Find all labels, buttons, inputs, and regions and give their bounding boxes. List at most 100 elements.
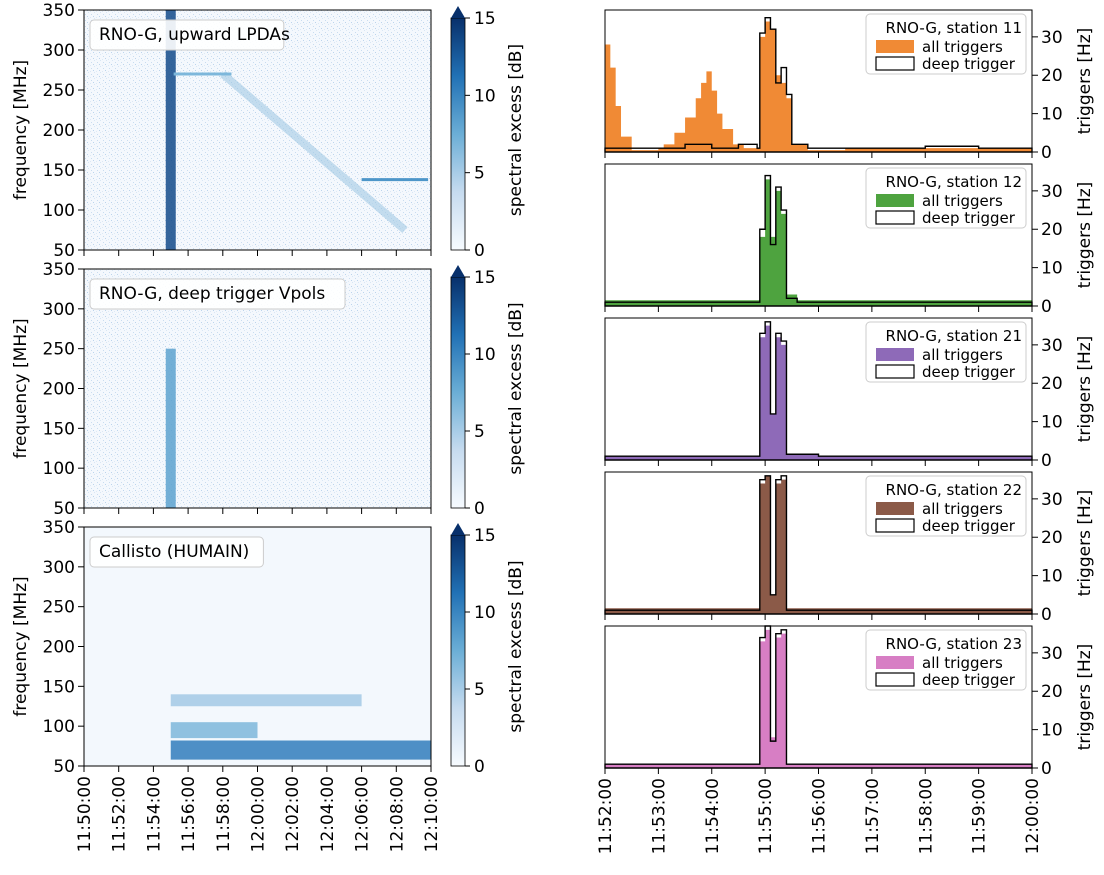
legend-swatch-all-triggers	[876, 40, 914, 53]
y-tick-label: 50	[53, 241, 75, 261]
legend-swatch-all-triggers	[876, 656, 914, 669]
y-tick-label: 300	[43, 558, 75, 578]
colorbar-tick-label: 15	[474, 268, 496, 288]
legend-swatch-deep-trigger	[875, 56, 915, 71]
legend-title: RNO-G, station 12	[886, 173, 1022, 191]
y-tick-label: 50	[53, 499, 75, 519]
colorbar-tick-label: 0	[474, 241, 485, 261]
colorbar-label: spectral excess [dB]	[506, 560, 526, 732]
trigger-panel-station: 0 10 20 30 triggers [Hz] RNO-G, station 21all…	[604, 317, 1095, 471]
x-tick-label: 11:50:00	[75, 776, 95, 852]
heatmap-legend-label: Callisto (HUMAIN)	[99, 542, 249, 562]
deep-trigger-histogram	[604, 16, 1033, 153]
colorbar-extend-arrow	[451, 523, 465, 535]
colorbar-extend-arrow	[451, 265, 465, 277]
trigger-ylabel: triggers [Hz]	[1075, 28, 1095, 135]
legend-label-deep-trigger: deep trigger	[922, 55, 1016, 73]
colorbar-tick-label: 5	[474, 680, 485, 700]
burst-feature	[165, 10, 176, 250]
y-tick-label: 250	[43, 598, 75, 618]
colorbar-tick-label: 15	[474, 526, 496, 546]
y-tick-label: 30	[1041, 490, 1063, 510]
colorbar-tick-label: 15	[474, 9, 496, 29]
y-tick-label: 20	[1041, 66, 1063, 86]
y-tick-label: 30	[1041, 28, 1063, 48]
y-tick-label: 10	[1041, 413, 1063, 433]
y-tick-label: 350	[43, 260, 75, 280]
trigger-panel-station: 0 10 20 30 triggers [Hz] RNO-G, station 11all…	[604, 9, 1095, 163]
y-tick-label: 300	[43, 300, 75, 320]
heatmap-ylabel: frequency [MHz]	[11, 318, 31, 458]
y-tick-label: 30	[1041, 644, 1063, 664]
y-tick-label: 0	[1041, 605, 1052, 625]
y-tick-label: 100	[43, 459, 75, 479]
y-tick-label: 10	[1041, 105, 1063, 125]
y-tick-label: 200	[43, 380, 75, 400]
y-tick-label: 200	[43, 121, 75, 141]
y-tick-label: 0	[1041, 143, 1052, 163]
legend-swatch-all-triggers	[876, 348, 914, 361]
trigger-ylabel: triggers [Hz]	[1075, 336, 1095, 443]
colorbar-tick-label: 0	[474, 499, 485, 519]
colorbar-tick-label: 5	[474, 422, 485, 442]
trigger-ylabel: triggers [Hz]	[1075, 490, 1095, 597]
heatmap-ylabel: frequency [MHz]	[11, 60, 31, 200]
band-feature	[170, 722, 258, 739]
colorbar-label: spectral excess [dB]	[506, 302, 526, 474]
x-tick-label: 11:56:00	[179, 776, 199, 852]
band-feature	[170, 694, 362, 707]
x-tick-label: 11:52:00	[110, 776, 130, 852]
legend-label-all-triggers: all triggers	[922, 38, 1003, 56]
x-tick-label: 12:02:00	[283, 776, 303, 852]
colorbar-tick-label: 5	[474, 164, 485, 184]
y-tick-label: 0	[1041, 451, 1052, 471]
legend-title: RNO-G, station 11	[886, 19, 1022, 37]
y-tick-label: 10	[1041, 259, 1063, 279]
all-triggers-histogram	[605, 21, 1032, 152]
x-tick-label: 12:06:00	[353, 776, 373, 852]
deep-trigger-histogram	[604, 475, 1033, 615]
heatmap-legend-label: RNO-G, deep trigger Vpols	[99, 284, 325, 304]
y-tick-label: 0	[1041, 297, 1052, 317]
colorbar	[450, 534, 466, 767]
legend-label-all-triggers: all triggers	[922, 500, 1003, 518]
legend-label-deep-trigger: deep trigger	[922, 363, 1016, 381]
legend-title: RNO-G, station 21	[886, 327, 1022, 345]
legend-label-deep-trigger: deep trigger	[922, 517, 1016, 535]
colorbar-tick-label: 10	[474, 86, 496, 106]
band-feature	[170, 740, 431, 760]
legend-swatch-all-triggers	[876, 502, 914, 515]
deep-trigger-histogram	[604, 321, 1033, 461]
legend-swatch-deep-trigger	[875, 518, 915, 533]
y-tick-label: 100	[43, 201, 75, 221]
colorbar-extend-arrow	[451, 6, 465, 18]
heatmap-legend-label: RNO-G, upward LPDAs	[99, 25, 290, 45]
deep-trigger-histogram	[604, 174, 1033, 307]
legend-title: RNO-G, station 23	[886, 635, 1022, 653]
trigger-panel-station: 0 10 20 30 triggers [Hz] 11:52:00 11:53:00 11:5…	[596, 625, 1095, 854]
y-tick-label: 30	[1041, 336, 1063, 356]
y-tick-label: 150	[43, 161, 75, 181]
x-tick-label: 11:57:00	[863, 778, 883, 854]
y-tick-label: 30	[1041, 182, 1063, 202]
colorbar-tick-label: 0	[474, 757, 485, 777]
heatmap-ylabel: frequency [MHz]	[11, 576, 31, 716]
y-tick-label: 20	[1041, 528, 1063, 548]
x-tick-label: 12:00:00	[1023, 778, 1043, 854]
legend-swatch-deep-trigger	[875, 672, 915, 687]
y-tick-label: 10	[1041, 567, 1063, 587]
x-tick-label: 11:54:00	[703, 778, 723, 854]
y-tick-label: 350	[43, 1, 75, 21]
x-tick-label: 11:58:00	[916, 778, 936, 854]
trigger-panel-station: 0 10 20 30 triggers [Hz] RNO-G, station 22all…	[604, 471, 1095, 625]
legend-label-all-triggers: all triggers	[922, 192, 1003, 210]
